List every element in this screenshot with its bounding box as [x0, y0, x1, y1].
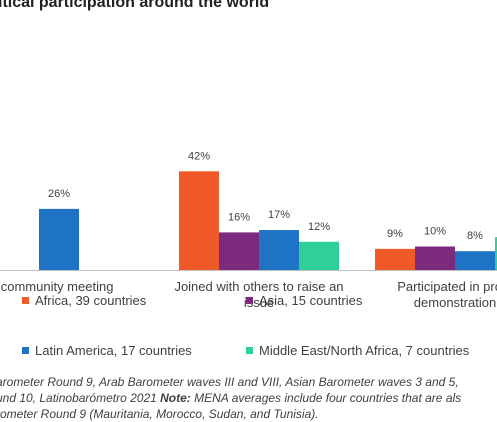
bar-latin-america-1 — [259, 230, 299, 270]
bar-value-label: 12% — [308, 221, 330, 233]
bar-asia-2 — [415, 246, 455, 270]
legend-swatch — [246, 297, 253, 304]
bar-mena-2 — [495, 237, 497, 270]
legend-label: Middle East/North Africa, 7 countries — [259, 343, 470, 358]
legend-label: Asia, 15 countries — [259, 293, 363, 308]
source-line-3: rometer Round 9 (Mauritania, Morocco, Su… — [0, 407, 319, 421]
bar-labels-group: 8%26%42%16%17%12%9%10%8% — [48, 150, 483, 242]
bar-value-label: 16% — [228, 211, 250, 223]
legend-item-africa: Africa, 39 countries — [22, 293, 146, 308]
source-line-1: arometer Round 9, Arab Barometer waves I… — [0, 375, 459, 389]
bar-latin-america-0 — [39, 208, 79, 270]
legend-item-latin-america: Latin America, 17 countries — [22, 343, 192, 358]
bar-value-label: 9% — [387, 228, 403, 240]
bar-asia-1 — [219, 232, 259, 270]
category-label: Participated in prote — [397, 279, 497, 294]
category-label: ded a community meeting — [0, 279, 113, 294]
bar-value-label: 26% — [48, 188, 70, 200]
bar-value-label: 17% — [268, 209, 290, 221]
category-label: demonstration — [414, 295, 496, 310]
legend-label: Africa, 39 countries — [35, 293, 147, 308]
legend-label: Latin America, 17 countries — [35, 343, 192, 358]
source-note: arometer Round 9, Arab Barometer waves I… — [0, 374, 497, 422]
bar-value-label: 10% — [424, 226, 446, 238]
legend-item-asia: Asia, 15 countries — [246, 293, 362, 308]
bar-mena-1 — [299, 241, 339, 270]
legend-swatch — [22, 347, 29, 354]
bar-chart: 8%26%42%16%17%12%9%10%8% ded a community… — [0, 150, 497, 310]
category-label: Joined with others to raise an — [174, 279, 343, 294]
bars-group — [39, 171, 497, 270]
bar-africa-1 — [179, 171, 219, 270]
chart-title: itical participation around the world — [0, 0, 270, 11]
bar-value-label: 8% — [467, 230, 483, 242]
legend-item-mena: Middle East/North Africa, 7 countries — [246, 343, 469, 358]
bar-africa-2 — [375, 248, 415, 270]
note-label: Note: — [160, 391, 191, 405]
bar-value-label: 42% — [188, 150, 210, 162]
bar-latin-america-2 — [455, 251, 495, 270]
legend-swatch — [246, 347, 253, 354]
source-line-2: und 10, Latinobarómetro 2021 Note: MENA … — [0, 391, 462, 405]
legend-swatch — [22, 297, 29, 304]
